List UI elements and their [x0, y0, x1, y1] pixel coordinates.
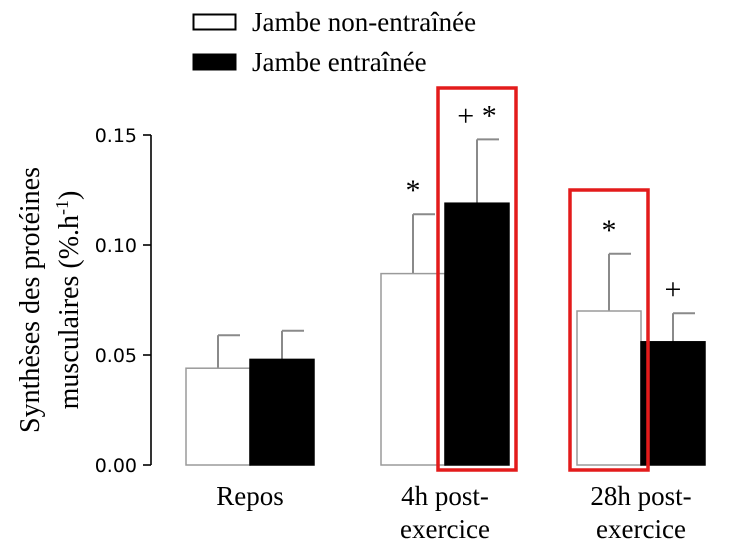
y-tick-label-2: 0.10: [95, 235, 137, 257]
bar-1-0: [380, 272, 446, 466]
y-axis-label-paren: ): [54, 191, 85, 200]
y-tick-label-3: 0.15: [95, 125, 137, 147]
significance-marker-3: +: [665, 273, 682, 306]
x-tick-label-1-0: 4h post-: [401, 481, 489, 511]
highlight-boxes: [436, 86, 650, 472]
y-axis-label-text: musculaires (%.h: [54, 215, 85, 409]
y-axis-label-line-1: Synthèses des protéines: [15, 167, 46, 433]
y-axis-label-superscript: -1: [52, 200, 72, 215]
y-axis-label-line-2: musculaires (%.h-1): [52, 191, 85, 410]
y-axis-label: Synthèses des protéines musculaires (%.h-…: [15, 167, 85, 433]
x-tick-label-2-0: 28h post-: [590, 481, 691, 511]
highlight-box-0: [436, 86, 518, 472]
bars: [185, 138, 706, 466]
x-tick-label-1-1: exercice: [400, 514, 490, 544]
significance-marker-0: *: [406, 174, 421, 207]
legend-swatch-0: [192, 13, 237, 31]
significance-marker-1: + *: [457, 99, 496, 132]
x-tick-label-2-1: exercice: [596, 514, 686, 544]
significance-marker-2: *: [602, 214, 617, 247]
legend-label-0: Jambe non-entraînée: [252, 7, 476, 37]
bar-0-0: [185, 367, 251, 466]
bar-2-0: [576, 310, 642, 466]
y-tick-label-1: 0.05: [95, 345, 137, 367]
bar-1-1: [444, 202, 510, 466]
y-axis: 0.00 0.05 0.10 0.15: [95, 125, 152, 477]
legend-swatch-1: [192, 53, 237, 71]
y-tick-label-0: 0.00: [95, 455, 137, 477]
highlight-box-1: [568, 188, 650, 472]
legend-label-1: Jambe entraînée: [252, 47, 427, 77]
bar-2-1: [640, 341, 706, 466]
legend: Jambe non-entraînée Jambe entraînée: [192, 7, 476, 77]
x-tick-label-0-0: Repos: [216, 481, 284, 511]
bar-0-1: [249, 358, 315, 466]
annotations: * + * * +: [406, 99, 682, 306]
